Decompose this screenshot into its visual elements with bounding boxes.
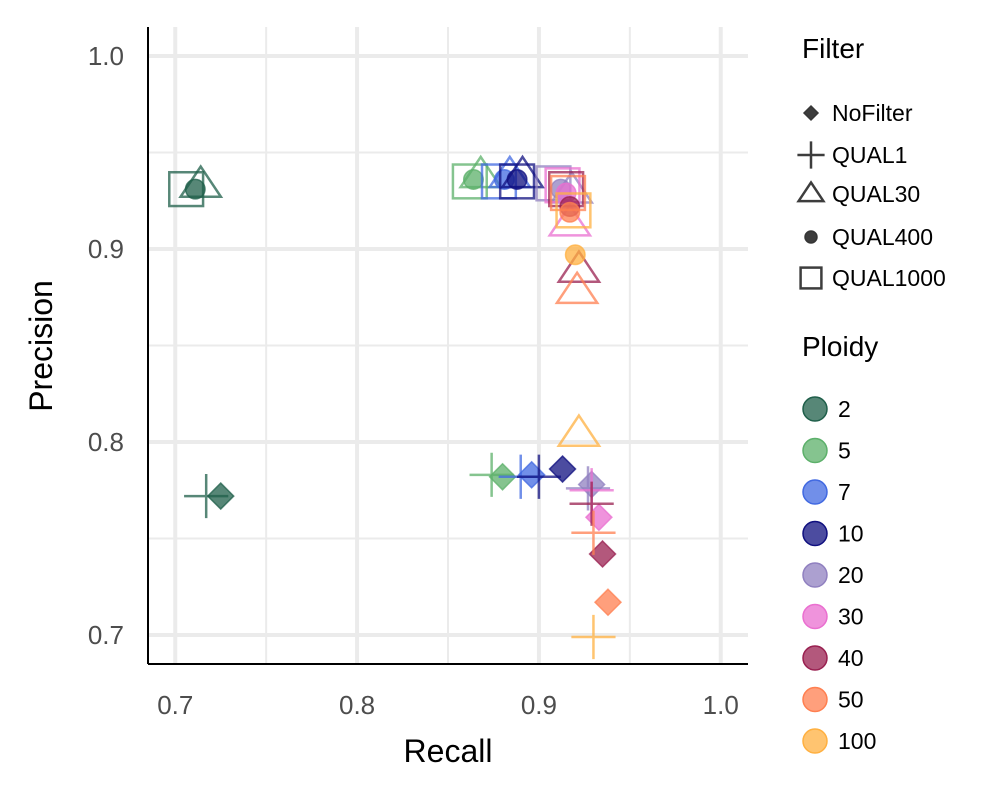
data-point-ploidy-30-nofilter (584, 503, 613, 532)
data-point-ploidy-5-qual1000 (451, 163, 488, 200)
legend-filter-label: QUAL30 (832, 181, 920, 207)
legend-ploidy-label: 10 (838, 521, 864, 547)
data-point-ploidy-2-qual1000 (168, 170, 205, 208)
data-point-ploidy-10-qual1 (516, 454, 562, 499)
data-point-ploidy-10-qual1000 (498, 163, 536, 200)
x-tick-label: 1.0 (703, 690, 739, 720)
data-point-ploidy-2-qual1 (184, 473, 229, 519)
data-point-ploidy-50-nofilter (593, 588, 623, 617)
legend-filter-label: QUAL1000 (832, 265, 946, 291)
legend-ploidy-swatch (802, 728, 828, 754)
data-point-ploidy-100-qual400 (564, 244, 586, 266)
y-tick-label: 0.9 (88, 234, 124, 264)
legend-ploidy-label: 100 (838, 728, 876, 754)
y-tick-label: 0.8 (88, 427, 124, 457)
legend-ploidy-swatch (802, 437, 828, 464)
data-point-ploidy-5-qual400 (462, 168, 484, 190)
data-point-ploidy-10-nofilter (548, 454, 577, 484)
legend-ploidy-swatch (802, 562, 828, 588)
legend-ploidy-label: 2 (838, 396, 851, 422)
data-point-ploidy-30-qual30 (547, 202, 593, 237)
legend-diamond-icon (802, 104, 820, 122)
legend-ploidy-swatch (802, 479, 828, 505)
legend-ploidy-swatch (802, 396, 828, 422)
data-point-ploidy-100-qual1 (571, 614, 616, 660)
legend-ploidy-label: 7 (838, 479, 851, 505)
legend-ploidy-label: 30 (838, 604, 864, 630)
data-point-ploidy-100-qual30 (556, 413, 602, 448)
legend-filter-title: Filter (802, 33, 864, 64)
legend-ploidy-label: 20 (838, 562, 864, 588)
legend-circle-icon (804, 230, 818, 244)
x-tick-label: 0.7 (157, 690, 193, 720)
y-tick-labels: 0.7 0.8 0.9 1.0 (88, 41, 124, 650)
legend-ploidy-swatch (802, 686, 828, 713)
y-axis-title: Precision (23, 280, 59, 412)
y-tick-label: 0.7 (88, 620, 124, 650)
legend-filter-label: QUAL400 (832, 224, 933, 250)
x-tick-label: 0.9 (521, 690, 557, 720)
legend-plus-icon (797, 141, 825, 169)
legend-square-icon (799, 266, 823, 290)
data-point-ploidy-2-qual400 (184, 178, 206, 200)
data-point-ploidy-50-qual400 (559, 201, 581, 223)
grid (148, 27, 748, 664)
legend-ploidy-swatch (802, 603, 828, 630)
data-point-ploidy-40-qual30 (556, 249, 602, 283)
legend-ploidy-title: Ploidy (802, 331, 878, 362)
legend-filter: Filter NoFilter QUAL1 QUAL30 QUAL400 QUAL100… (796, 33, 946, 291)
data-point-ploidy-100-qual1000 (555, 192, 592, 229)
axes (147, 27, 748, 665)
legend-triangle-icon (796, 180, 826, 203)
legend-ploidy-swatch (802, 520, 828, 547)
legend-filter-label: QUAL1 (832, 142, 907, 168)
data-points (168, 154, 623, 660)
x-axis-title: Recall (404, 733, 493, 769)
legend-ploidy: Ploidy 2 5 7 10 20 30 40 50 100 (802, 331, 878, 754)
legend-ploidy-swatch (802, 645, 828, 671)
x-tick-label: 0.8 (339, 690, 375, 720)
y-tick-label: 1.0 (88, 41, 124, 71)
legend-ploidy-label: 50 (838, 687, 864, 713)
x-tick-labels: 0.7 0.8 0.9 1.0 (157, 690, 739, 720)
legend-ploidy-label: 5 (838, 438, 851, 464)
data-point-ploidy-50-qual1 (571, 510, 616, 555)
data-point-ploidy-40-qual1 (569, 481, 614, 526)
data-point-ploidy-5-qual1 (469, 452, 514, 497)
data-point-ploidy-20-qual1000 (535, 165, 572, 202)
legend-ploidy-label: 40 (838, 645, 864, 671)
data-point-ploidy-10-qual400 (506, 168, 528, 190)
legend-filter-label: NoFilter (832, 100, 913, 126)
data-point-ploidy-50-qual30 (554, 270, 600, 305)
